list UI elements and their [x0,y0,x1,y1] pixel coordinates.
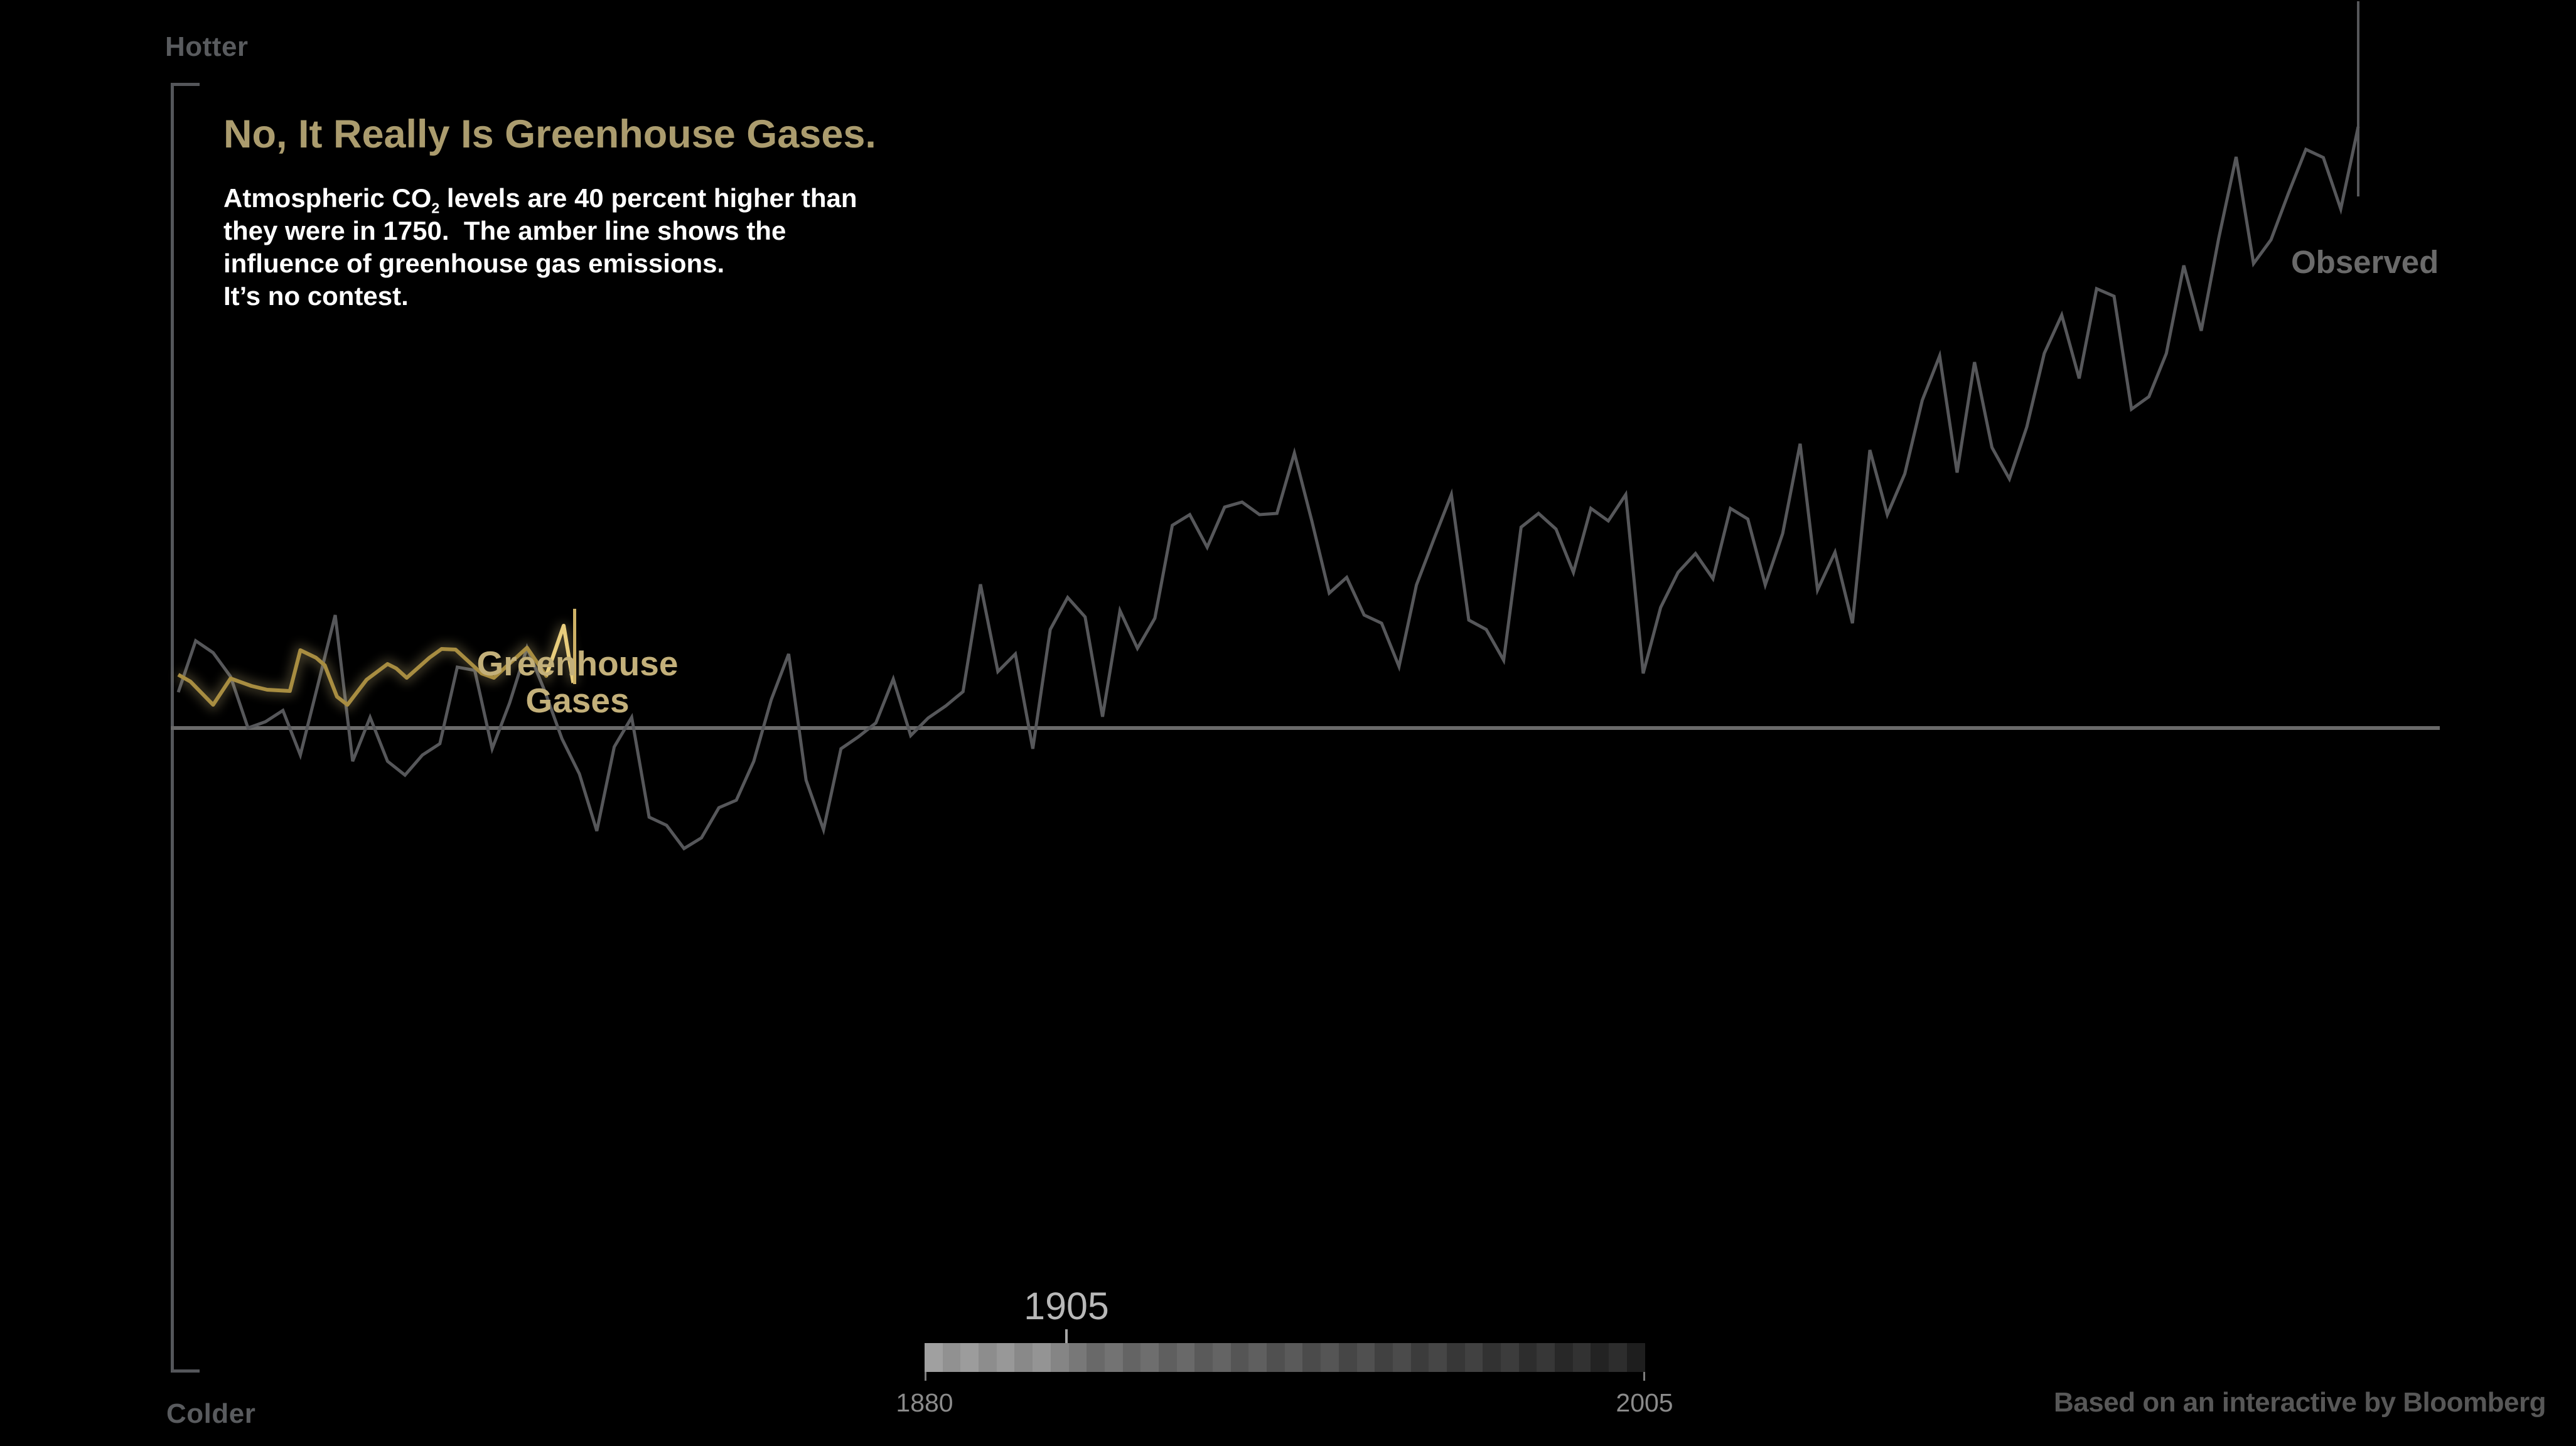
chart-subtitle: Atmospheric CO2 levels are 40 percent hi… [223,182,977,313]
slider-stripe [1284,1343,1303,1372]
timeline-end-year: 2005 [1616,1388,1673,1417]
slider-stripe [1429,1343,1447,1372]
slider-stripe [1140,1343,1159,1372]
slider-stripe [1176,1343,1195,1372]
observed-series-label: Observed [2291,244,2439,280]
subtitle-line-3: influence of greenhouse gas emissions. [223,249,725,278]
greenhouse-gases-line [177,624,576,707]
timeline-start-tick [925,1372,926,1381]
slider-stripe [1248,1343,1267,1372]
slider-stripe [1446,1343,1465,1372]
slider-stripe [1014,1343,1033,1372]
slider-stripe [1483,1343,1501,1372]
slider-stripe [1033,1343,1051,1372]
chart-title: No, It Really Is Greenhouse Gases. [223,112,876,156]
greenhouse-line-head [544,624,576,683]
slider-stripe [1230,1343,1249,1372]
slider-stripe [1321,1343,1339,1372]
axis-label-hotter: Hotter [165,31,249,62]
subtitle-line-1: Atmospheric CO2 levels are 40 percent hi… [223,183,857,217]
subtitle-line-2: they were in 1750. The amber line shows … [223,216,786,245]
attribution-credit: Based on an interactive by Bloomberg [2054,1387,2546,1418]
slider-stripe [1591,1343,1609,1372]
slider-stripe [1338,1343,1357,1372]
slider-stripe [1122,1343,1141,1372]
slider-stripe [1087,1343,1105,1372]
timeline-end-tick [1643,1372,1645,1381]
slider-stripe [996,1343,1015,1372]
slider-stripe [1572,1343,1591,1372]
slider-stripe [942,1343,961,1372]
headline-block: No, It Really Is Greenhouse Gases. Atmos… [223,112,977,313]
slider-stripe [1104,1343,1123,1372]
slider-stripe [1410,1343,1429,1372]
slider-stripe [1375,1343,1393,1372]
observed-temperature-line [176,126,2360,851]
timeline-slider-track[interactable] [925,1343,1645,1372]
slider-stripe [1555,1343,1573,1372]
slider-stripe [1158,1343,1177,1372]
slider-stripe [1356,1343,1375,1372]
subtitle-line-4: It’s no contest. [223,281,409,311]
slider-stripe [960,1343,979,1372]
timeline-position-thumb[interactable] [1065,1329,1068,1343]
slider-stripe [979,1343,997,1372]
timeline-start-year: 1880 [896,1388,953,1417]
slider-stripe [1626,1343,1645,1372]
slider-stripe [1068,1343,1087,1372]
slider-stripe [1050,1343,1069,1372]
timeline-current-year: 1905 [1024,1285,1109,1327]
slider-stripe [1213,1343,1231,1372]
slider-stripe [1392,1343,1411,1372]
slider-stripe [1501,1343,1519,1372]
slider-stripe [1194,1343,1213,1372]
slider-stripe [1537,1343,1555,1372]
slider-stripe [1518,1343,1537,1372]
co2-subscript: 2 [431,200,440,217]
slider-stripe [925,1343,943,1372]
slider-stripe [1302,1343,1321,1372]
greenhouse-gases-series-label: Greenhouse Gases [476,644,679,720]
slider-stripe [1609,1343,1627,1372]
slider-stripe [1464,1343,1483,1372]
slider-stripe [1267,1343,1285,1372]
axis-label-colder: Colder [166,1398,256,1429]
